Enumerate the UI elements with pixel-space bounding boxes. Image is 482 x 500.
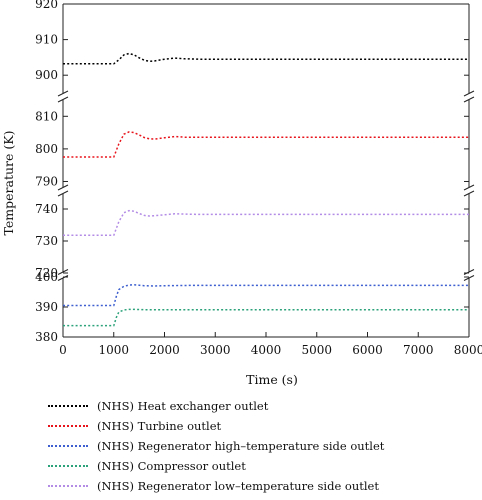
y-tick-label: 800 bbox=[35, 142, 58, 156]
legend-item: (NHS) Turbine outlet bbox=[48, 416, 478, 436]
legend-swatch bbox=[48, 485, 88, 487]
axis-break-gap bbox=[57, 272, 69, 278]
x-axis-label: Time (s) bbox=[246, 372, 298, 387]
axis-break-mark bbox=[57, 96, 69, 103]
series-line bbox=[63, 209, 469, 236]
y-axis-label: Temperature (K) bbox=[1, 131, 16, 236]
axis-break-gap bbox=[463, 187, 475, 194]
legend-label: (NHS) Heat exchanger outlet bbox=[97, 399, 269, 413]
legend-swatch bbox=[48, 425, 88, 427]
axis-break-mark bbox=[463, 90, 475, 97]
x-tick-label: 3000 bbox=[200, 343, 231, 357]
axis-break-mark bbox=[463, 269, 475, 275]
axis-break-mark bbox=[463, 275, 475, 281]
legend-item: (NHS) Compressor outlet bbox=[48, 456, 478, 476]
y-tick-label: 380 bbox=[35, 330, 58, 344]
axis-break-mark bbox=[463, 190, 475, 197]
x-tick-label: 1000 bbox=[98, 343, 129, 357]
series-line bbox=[63, 52, 469, 65]
series-line bbox=[63, 284, 469, 307]
axis-break-gap bbox=[463, 93, 475, 100]
y-tick-label: 790 bbox=[35, 174, 58, 188]
legend-item: (NHS) Regenerator high–temperature side … bbox=[48, 436, 478, 456]
legend-item: (NHS) Regenerator low–temperature side o… bbox=[48, 476, 478, 496]
legend-swatch bbox=[48, 465, 88, 467]
x-tick-label: 8000 bbox=[454, 343, 482, 357]
y-tick-label: 920 bbox=[35, 0, 58, 11]
legend-label: (NHS) Compressor outlet bbox=[97, 459, 246, 473]
legend-item: (NHS) Heat exchanger outlet bbox=[48, 396, 478, 416]
axis-break-mark bbox=[463, 96, 475, 103]
x-tick-label: 6000 bbox=[352, 343, 383, 357]
x-tick-label: 2000 bbox=[149, 343, 180, 357]
x-tick-label: 0 bbox=[59, 343, 67, 357]
y-tick-label: 900 bbox=[35, 68, 58, 82]
y-tick-label: 740 bbox=[35, 202, 58, 216]
axis-break-mark bbox=[57, 184, 69, 191]
x-tick-label: 5000 bbox=[301, 343, 332, 357]
axis-break-gap bbox=[57, 93, 69, 100]
y-tick-label: 400 bbox=[35, 270, 58, 284]
legend-label: (NHS) Turbine outlet bbox=[97, 419, 222, 433]
x-tick-label: 4000 bbox=[251, 343, 282, 357]
legend-label: (NHS) Regenerator low–temperature side o… bbox=[97, 479, 379, 493]
legend-swatch bbox=[48, 445, 88, 447]
y-tick-label: 910 bbox=[35, 33, 58, 47]
y-tick-label: 810 bbox=[35, 109, 58, 123]
axis-break-gap bbox=[57, 187, 69, 194]
series-layer bbox=[63, 52, 469, 327]
axis-break-mark bbox=[57, 275, 69, 281]
axis-break-mark bbox=[57, 190, 69, 197]
axis-break-gap bbox=[463, 272, 475, 278]
y-tick-label: 730 bbox=[35, 234, 58, 248]
series-line bbox=[63, 308, 469, 327]
axis-break-mark bbox=[57, 90, 69, 97]
plot-frame bbox=[57, 3, 475, 338]
axis-break-mark bbox=[463, 184, 475, 191]
x-tick-label: 7000 bbox=[403, 343, 434, 357]
legend-label: (NHS) Regenerator high–temperature side … bbox=[97, 439, 385, 453]
series-line bbox=[63, 131, 469, 158]
legend-swatch bbox=[48, 405, 88, 407]
legend: (NHS) Heat exchanger outlet (NHS) Turbin… bbox=[48, 396, 478, 496]
y-tick-label: 720 bbox=[35, 266, 58, 280]
y-tick-label: 390 bbox=[35, 300, 58, 314]
axis-break-mark bbox=[57, 269, 69, 275]
